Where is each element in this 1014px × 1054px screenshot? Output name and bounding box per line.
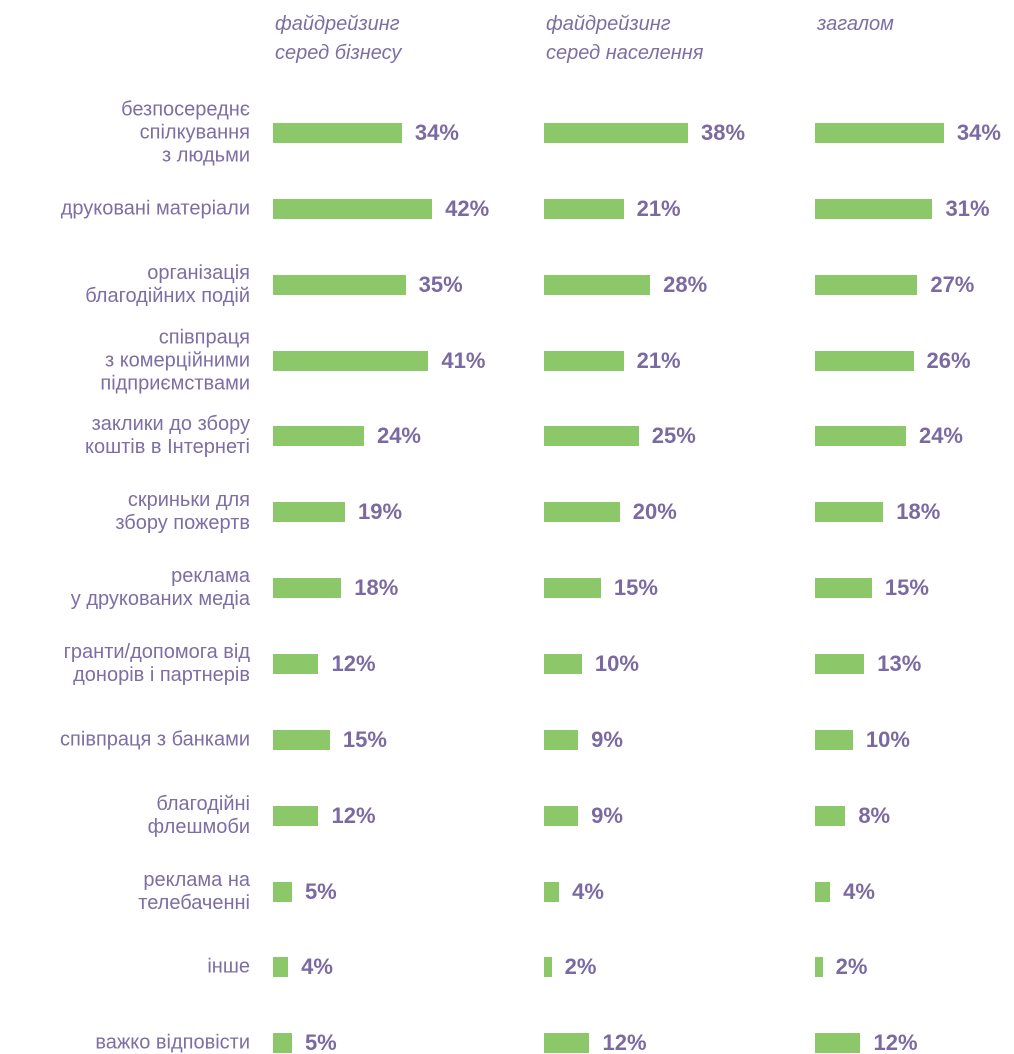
bar [544, 350, 624, 371]
bar [815, 274, 918, 295]
bar [815, 653, 865, 674]
value-label: 24% [376, 423, 421, 449]
value-label: 25% [651, 423, 696, 449]
value-label: 42% [445, 195, 490, 221]
value-label: 18% [896, 499, 941, 525]
bar [544, 198, 624, 219]
bar [815, 805, 846, 826]
value-label: 9% [591, 802, 623, 828]
bar [815, 198, 933, 219]
bar [544, 123, 689, 143]
value-label: 31% [945, 195, 990, 221]
value-label: 26% [926, 347, 971, 373]
value-label: 4% [301, 954, 333, 980]
bar [544, 1033, 590, 1054]
bar [815, 350, 914, 371]
bar [815, 123, 944, 143]
value-label: 10% [594, 650, 639, 676]
series-header: файдрейзинг серед бізнесу [275, 13, 402, 64]
bar [273, 578, 342, 599]
bar [815, 426, 906, 447]
bar [273, 881, 292, 902]
series-header: загалом [817, 13, 894, 35]
bar [815, 729, 853, 750]
bar [273, 729, 330, 750]
bar [815, 578, 872, 599]
bar [544, 881, 560, 902]
value-label: 34% [414, 120, 459, 145]
bar [273, 350, 429, 371]
value-label: 12% [331, 802, 376, 828]
value-label: 10% [865, 726, 910, 752]
value-label: 35% [418, 271, 463, 297]
category-label: заклики до збору коштів в Інтернеті [85, 413, 250, 459]
bar [273, 123, 402, 143]
category-label: гранти/допомога від донорів і партнерів [63, 640, 250, 686]
value-label: 20% [632, 499, 677, 525]
category-label: інше [207, 955, 250, 978]
value-label: 21% [636, 195, 681, 221]
bar [815, 502, 884, 523]
bar [544, 653, 582, 674]
value-label: 5% [304, 878, 337, 904]
bar [815, 881, 831, 902]
category-label: друковані матеріали [60, 197, 250, 220]
bar [273, 957, 289, 978]
value-label: 18% [354, 575, 399, 601]
value-label: 19% [358, 499, 403, 525]
bar [273, 1033, 292, 1054]
value-label: 2% [564, 954, 597, 980]
value-label: 8% [858, 802, 891, 828]
category-label: організація благодійних подій [85, 261, 250, 307]
value-label: 15% [884, 575, 929, 601]
value-label: 13% [877, 650, 922, 676]
category-label: співпраця з банками [60, 728, 250, 751]
bar [544, 502, 620, 523]
category-label: співпраця з комерційними підприємствами [100, 326, 250, 395]
value-label: 9% [591, 726, 623, 752]
value-label: 15% [342, 726, 387, 752]
bar [273, 426, 364, 447]
value-label: 12% [873, 1030, 918, 1054]
value-label: 38% [701, 120, 746, 145]
category-label: безпосереднє спілкування з людьми [121, 98, 250, 167]
value-label: 2% [835, 954, 868, 980]
bar [544, 957, 552, 978]
bar [815, 1033, 861, 1054]
value-label: 15% [613, 575, 658, 601]
bar [273, 653, 319, 674]
bar [273, 274, 406, 295]
value-label: 4% [572, 878, 604, 904]
value-label: 4% [843, 878, 875, 904]
value-label: 21% [636, 347, 681, 373]
category-label: реклама на телебаченні [138, 868, 250, 914]
value-label: 28% [663, 271, 708, 297]
value-label: 24% [918, 423, 963, 449]
bar [544, 805, 579, 826]
bar [815, 957, 823, 978]
bar [544, 274, 651, 295]
bar [273, 198, 433, 219]
value-label: 12% [331, 650, 376, 676]
bar [544, 426, 639, 447]
value-label: 5% [304, 1030, 337, 1054]
category-label: скриньки для збору пожертв [115, 489, 250, 535]
value-label: 27% [930, 271, 975, 297]
value-label: 41% [441, 347, 486, 373]
bar [544, 578, 601, 599]
category-label: благодійні флешмоби [147, 792, 250, 838]
bar [273, 502, 345, 523]
category-label: реклама у друкованих медіа [70, 565, 250, 611]
bar [544, 729, 579, 750]
category-label: важко відповісти [95, 1031, 250, 1054]
value-label: 34% [956, 120, 1001, 145]
bar [273, 805, 319, 826]
series-header: файдрейзинг серед населення [546, 13, 704, 64]
value-label: 12% [602, 1030, 647, 1054]
